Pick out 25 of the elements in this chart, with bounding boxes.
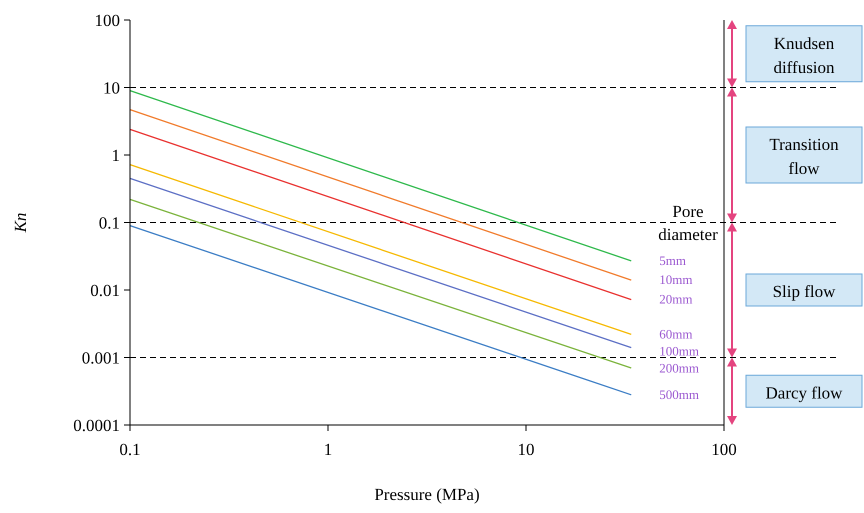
legend-title: Pore diameter (658, 202, 718, 244)
y-tick-label: 1 (112, 146, 120, 165)
text: Darcy flow (766, 383, 844, 402)
x-tick-label: 1 (324, 440, 332, 459)
x-tick-label: 0.1 (119, 440, 141, 459)
x-tick-label: 100 (711, 440, 737, 459)
y-tick-label: 0.1 (98, 214, 120, 232)
y-tick-label: 0.001 (82, 348, 120, 368)
text: 20mm (659, 292, 692, 307)
text: Transition flow (769, 135, 840, 178)
text: 500mm (659, 386, 699, 402)
y-axis-title: Kn (11, 212, 30, 234)
text: 100mm (659, 343, 699, 358)
text: 200mm (659, 360, 699, 376)
y-tick-label: 100 (94, 11, 120, 30)
y-tick-label: 10 (103, 78, 120, 98)
y-tick-label: 0.0001 (73, 416, 120, 435)
text: 10mm (659, 272, 692, 288)
text: 60mm (659, 326, 692, 342)
x-tick-label: 10 (518, 440, 534, 459)
text: Slip flow (772, 282, 836, 301)
y-tick-label: 0.01 (90, 281, 120, 300)
text: 5mm (659, 252, 686, 268)
text: Knudsen diffusion (773, 34, 836, 77)
x-axis-title: Pressure (MPa) (374, 485, 480, 504)
